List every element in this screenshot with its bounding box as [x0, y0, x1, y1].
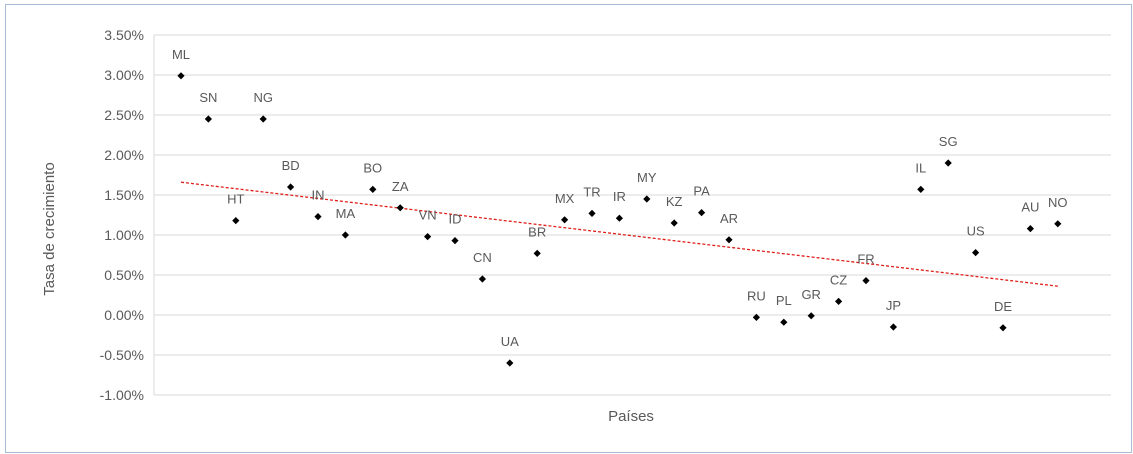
data-point-ar	[725, 236, 733, 244]
y-tick-label: -1.00%	[100, 387, 144, 403]
point-label-au: AU	[1021, 200, 1039, 215]
data-point-ht	[232, 217, 240, 225]
data-point-us	[972, 249, 980, 257]
data-point-mx	[561, 216, 569, 224]
data-point-pl	[780, 318, 788, 326]
point-labels: ML SN HT NG BD IN MA BO ZA VN ID CN UA BR MX TR IR MY KZ PA…	[172, 47, 1068, 349]
data-point-gr	[807, 312, 815, 320]
y-tick-label: -0.50%	[100, 347, 144, 363]
point-label-il: IL	[915, 160, 926, 175]
data-point-za	[396, 204, 404, 212]
point-label-ma: MA	[336, 206, 356, 221]
data-point-ir	[615, 214, 623, 222]
y-tick-label: 0.00%	[104, 307, 144, 323]
point-label-gr: GR	[801, 287, 821, 302]
y-tick-label: 1.50%	[104, 187, 144, 203]
point-label-cn: CN	[473, 250, 492, 265]
data-point-kz	[670, 219, 678, 227]
point-label-br: BR	[528, 224, 546, 239]
data-point-ml	[177, 72, 185, 80]
data-point-vn	[424, 233, 432, 241]
point-label-pl: PL	[776, 293, 792, 308]
chart-frame: 3.50% 3.00% 2.50% 2.00% 1.50% 1.00% 0.50% 0.00%…	[5, 4, 1132, 453]
y-tick-label: 2.00%	[104, 147, 144, 163]
scatter-chart: 3.50% 3.00% 2.50% 2.00% 1.50% 1.00% 0.50% 0.00%…	[41, 27, 1111, 425]
trend-line	[180, 181, 1058, 287]
y-tick-label: 3.00%	[104, 67, 144, 83]
data-point-tr	[588, 209, 596, 217]
point-label-jp: JP	[886, 298, 901, 313]
y-tick-label: 3.50%	[104, 27, 144, 43]
point-label-bd: BD	[282, 158, 300, 173]
y-tick-label: 0.50%	[104, 267, 144, 283]
data-points	[177, 72, 1062, 367]
data-point-my	[643, 195, 651, 203]
point-label-sn: SN	[199, 90, 217, 105]
data-point-in	[314, 213, 322, 221]
point-label-ht: HT	[227, 192, 244, 207]
data-point-bd	[287, 183, 295, 191]
data-point-cz	[835, 297, 843, 305]
data-point-de	[999, 324, 1007, 332]
data-point-il	[917, 185, 925, 193]
data-point-jp	[889, 323, 897, 331]
data-point-br	[533, 249, 541, 257]
data-point-no	[1054, 220, 1062, 228]
point-label-pa: PA	[693, 184, 710, 199]
data-point-pa	[698, 209, 706, 217]
y-tick-label: 2.50%	[104, 107, 144, 123]
x-axis-title: Países	[608, 408, 654, 425]
y-axis-title: Tasa de crecimiento	[41, 162, 58, 295]
point-label-us: US	[967, 224, 985, 239]
point-label-fr: FR	[857, 252, 874, 267]
point-label-ar: AR	[720, 211, 738, 226]
point-label-bo: BO	[363, 160, 382, 175]
data-point-ma	[341, 231, 349, 239]
point-label-kz: KZ	[666, 194, 683, 209]
gridlines	[154, 34, 1111, 396]
point-label-ng: NG	[253, 90, 273, 105]
data-point-fr	[862, 277, 870, 285]
point-label-in: IN	[312, 188, 325, 203]
point-label-no: NO	[1048, 195, 1068, 210]
data-point-sn	[204, 115, 212, 123]
point-label-vn: VN	[419, 208, 437, 223]
data-point-au	[1026, 225, 1034, 233]
y-axis-ticks: 3.50% 3.00% 2.50% 2.00% 1.50% 1.00% 0.50% 0.00%…	[100, 27, 144, 403]
data-point-sg	[944, 159, 952, 167]
point-label-id: ID	[449, 212, 462, 227]
y-tick-label: 1.00%	[104, 227, 144, 243]
data-point-ua	[506, 359, 514, 367]
data-point-bo	[369, 185, 377, 193]
data-point-id	[451, 237, 459, 245]
point-label-my: MY	[637, 170, 657, 185]
point-label-ua: UA	[501, 334, 519, 349]
point-label-mx: MX	[555, 191, 575, 206]
point-label-tr: TR	[583, 184, 600, 199]
data-point-ng	[259, 115, 267, 123]
point-label-ml: ML	[172, 47, 190, 62]
point-label-sg: SG	[939, 134, 958, 149]
point-label-de: DE	[994, 299, 1012, 314]
point-label-za: ZA	[392, 179, 409, 194]
data-point-ru	[752, 313, 760, 321]
point-label-ir: IR	[613, 189, 626, 204]
data-point-cn	[478, 275, 486, 283]
point-label-ru: RU	[747, 288, 766, 303]
point-label-cz: CZ	[830, 272, 847, 287]
